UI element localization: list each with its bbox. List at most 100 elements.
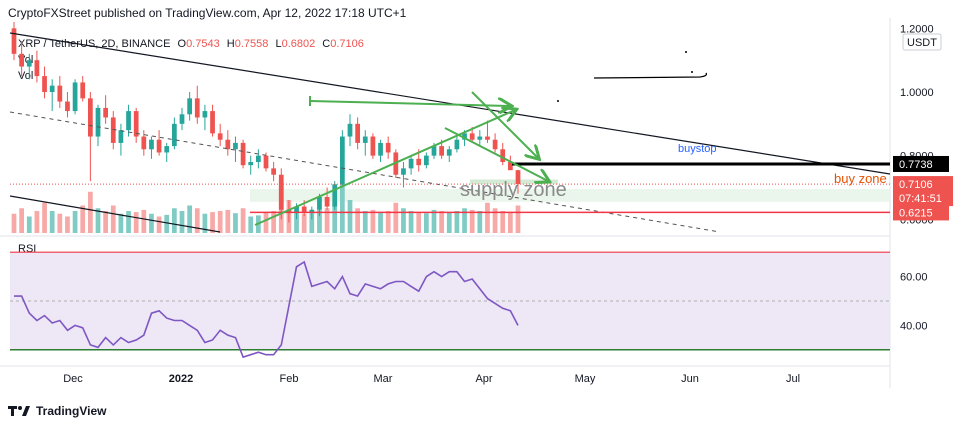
volume-bar xyxy=(324,208,330,233)
volume-bar xyxy=(19,208,25,233)
candle-body xyxy=(347,123,353,137)
volume-bar xyxy=(217,211,223,233)
volume-bar xyxy=(49,211,55,233)
candle-body xyxy=(19,53,25,67)
volume-bar xyxy=(171,208,177,233)
candle-body xyxy=(500,149,506,162)
time-axis: Dec 2022 Feb Mar Apr May Jun Jul xyxy=(63,373,800,385)
candle-body xyxy=(65,101,70,112)
last-price-label: 0.7106 xyxy=(899,179,933,191)
candle-body xyxy=(126,111,131,131)
candle-body xyxy=(26,60,32,67)
candle-body xyxy=(286,209,292,213)
volume-bar xyxy=(194,208,200,233)
volume-bar xyxy=(401,208,406,233)
candle-body xyxy=(187,98,193,115)
open-key: O xyxy=(177,38,187,50)
candle-body xyxy=(370,136,376,156)
support-price-tag xyxy=(893,204,949,221)
publish-caption: CryptoFXStreet published on TradingView.… xyxy=(8,6,407,20)
candle-body xyxy=(507,162,513,171)
close-key: C xyxy=(322,38,331,50)
resistance-price-label: 0.7738 xyxy=(899,159,933,171)
volume-bar xyxy=(34,211,40,233)
candle-body xyxy=(515,170,521,185)
volume-bar xyxy=(141,209,147,233)
green-arrow-down-2 xyxy=(444,127,548,181)
candle-body xyxy=(225,139,231,150)
low-value: 0.6802 xyxy=(281,38,316,50)
price-tick-label: 1.0000 xyxy=(900,87,934,99)
close-value: 0.7106 xyxy=(330,38,364,50)
volume-bar xyxy=(370,209,376,233)
lower-trendline xyxy=(9,195,221,233)
candle-body xyxy=(233,142,238,150)
candle-body xyxy=(462,133,467,140)
candle-body xyxy=(416,158,422,166)
candle-body xyxy=(446,149,452,156)
candle-body xyxy=(240,142,246,166)
volume-bar xyxy=(485,202,490,233)
volume-bar xyxy=(431,209,437,233)
dot-mark xyxy=(557,100,559,102)
last-price-tag xyxy=(893,176,953,207)
candle-body xyxy=(423,155,429,166)
volume-bar xyxy=(263,212,269,233)
volume-bar xyxy=(301,213,307,233)
candle-body xyxy=(355,123,361,143)
support-price-label: 0.6215 xyxy=(899,207,933,219)
volume-bar xyxy=(347,200,353,233)
candle-body xyxy=(87,98,93,137)
volume-bar xyxy=(87,191,93,233)
rsi-tick-label: 40.00 xyxy=(900,320,928,332)
time-tick-label: Jun xyxy=(681,373,699,385)
volume-bar xyxy=(149,213,154,233)
currency-label: USDT xyxy=(907,37,937,49)
candle-body xyxy=(362,136,368,143)
volume-bar xyxy=(156,216,162,233)
price-tick-label: 1.2000 xyxy=(900,23,934,35)
volume-bar xyxy=(126,211,131,233)
currency-box xyxy=(902,33,942,51)
high-key: H xyxy=(226,38,235,50)
candle-body xyxy=(110,117,116,143)
candle-body xyxy=(492,139,498,150)
candle-body xyxy=(248,162,254,166)
candle-body xyxy=(149,139,154,150)
volume-bar xyxy=(225,209,231,233)
tradingview-logo-icon xyxy=(8,406,30,416)
resistance-price-tag xyxy=(893,155,949,172)
volume-bar xyxy=(179,211,185,233)
candles xyxy=(11,22,521,223)
volume-bar xyxy=(439,211,445,233)
candle-body xyxy=(118,130,124,143)
candle-body xyxy=(294,206,299,213)
time-tick-label: Apr xyxy=(475,373,492,385)
time-tick-label: Feb xyxy=(280,373,299,385)
green-arrow-rising xyxy=(254,110,515,226)
footer-brand: TradingView xyxy=(8,404,106,418)
candle-body xyxy=(72,82,78,112)
volume-bar xyxy=(11,213,17,233)
candle-body xyxy=(95,107,101,137)
candle-body xyxy=(401,168,406,175)
volume-bar xyxy=(515,205,521,233)
volume-bar xyxy=(118,213,124,233)
candle-body xyxy=(255,155,261,162)
scribble-mark xyxy=(593,72,708,79)
zones xyxy=(250,179,890,202)
volume-bar xyxy=(110,205,116,233)
candle-body xyxy=(378,142,383,156)
countdown-label: 07:41:51 xyxy=(899,193,942,205)
candle-body xyxy=(171,123,177,147)
dot-mark xyxy=(685,51,687,53)
symbol-label[interactable]: XRP / TetherUS, 2D, BINANCE xyxy=(18,38,171,50)
candle-body xyxy=(34,60,40,77)
green-arrow-top xyxy=(309,101,510,106)
candle-body xyxy=(210,111,215,134)
volume-bar xyxy=(294,211,299,233)
buystop-label: buystop xyxy=(678,143,717,155)
volume-bar xyxy=(355,208,361,233)
volume-bar xyxy=(271,211,277,233)
